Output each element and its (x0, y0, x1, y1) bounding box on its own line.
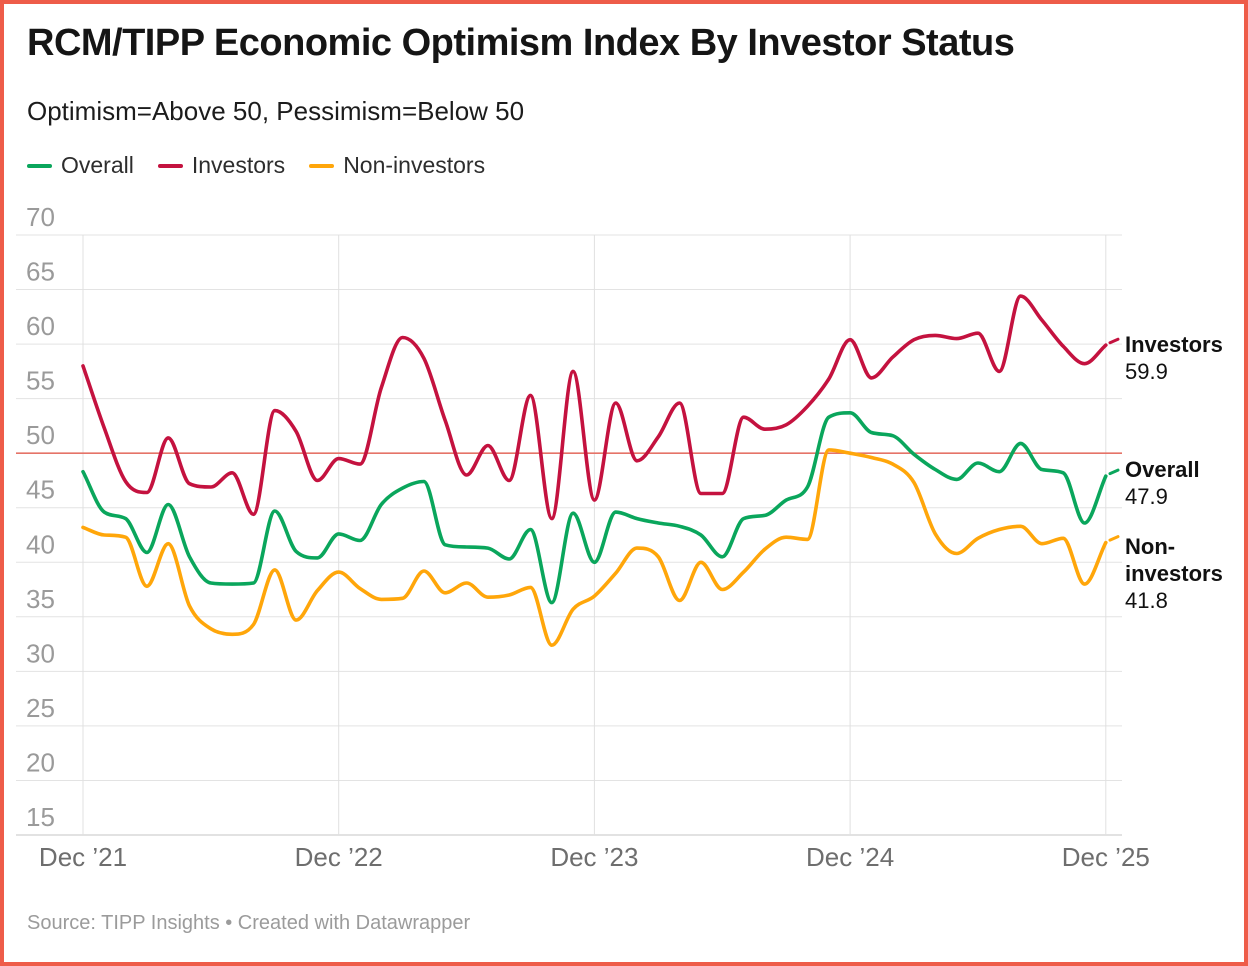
y-tick-label: 50 (26, 420, 55, 450)
noninvestors-line-swatch-icon (309, 163, 335, 168)
x-tick-label: Dec ’22 (295, 842, 383, 872)
label-connector-dash (1108, 337, 1120, 345)
legend-label: Non-investors (343, 152, 486, 178)
x-tick-label: Dec ’21 (39, 842, 127, 872)
legend-item-investors: Investors (157, 152, 286, 179)
series-value: 47.9 (1125, 484, 1168, 509)
legend-label: Investors (191, 152, 286, 178)
x-tick-label: Dec ’25 (1062, 842, 1150, 872)
series-name: Overall (1125, 457, 1200, 482)
y-tick-label: 20 (26, 748, 55, 778)
chart-subtitle: Optimism=Above 50, Pessimism=Below 50 (27, 96, 525, 126)
series-value: 59.9 (1125, 359, 1168, 384)
y-tick-label: 60 (26, 311, 55, 341)
overall-line-swatch-icon (27, 163, 52, 168)
y-tick-label: 15 (26, 802, 55, 832)
line-overall (81, 411, 1108, 605)
x-gridlines (82, 235, 1107, 835)
y-tick-labels: 15 20 25 30 35 40 45 50 55 60 65 70 (26, 202, 55, 832)
line-investors (81, 294, 1108, 521)
legend-item-overall: Overall (27, 152, 134, 179)
y-tick-label: 25 (26, 693, 55, 723)
label-connector-dash (1108, 535, 1120, 542)
series-name: Non-investors (1125, 534, 1223, 586)
y-tick-label: 70 (26, 202, 55, 232)
series-end-label-investors: Investors 59.9 (1125, 331, 1237, 385)
legend-item-noninvestors: Non-investors (309, 152, 485, 179)
series-end-label-noninvestors: Non-investors 41.8 (1125, 533, 1237, 614)
page-title: RCM/TIPP Economic Optimism Index By Inve… (27, 22, 1015, 64)
x-tick-labels: Dec ’21 Dec ’22 Dec ’23 Dec ’24 Dec ’25 (39, 842, 1150, 872)
y-tick-label: 30 (26, 638, 55, 668)
x-tick-label: Dec ’24 (806, 842, 894, 872)
y-tick-label: 45 (26, 475, 55, 505)
label-connector-dash (1108, 468, 1120, 476)
series-lines (81, 294, 1120, 647)
y-tick-label: 65 (26, 257, 55, 287)
investors-line-swatch-icon (157, 163, 183, 168)
y-tick-label: 40 (26, 529, 55, 559)
source-attribution: Source: TIPP Insights • Created with Dat… (27, 912, 471, 934)
y-tick-label: 55 (26, 366, 55, 396)
series-end-label-overall: Overall 47.9 (1125, 456, 1237, 510)
line-non-investors (81, 448, 1108, 647)
series-value: 41.8 (1125, 588, 1168, 613)
legend: Overall Investors Non-investors (27, 152, 485, 179)
legend-label: Overall (61, 152, 134, 178)
x-tick-label: Dec ’23 (550, 842, 638, 872)
y-tick-label: 35 (26, 584, 55, 614)
series-name: Investors (1125, 332, 1223, 357)
